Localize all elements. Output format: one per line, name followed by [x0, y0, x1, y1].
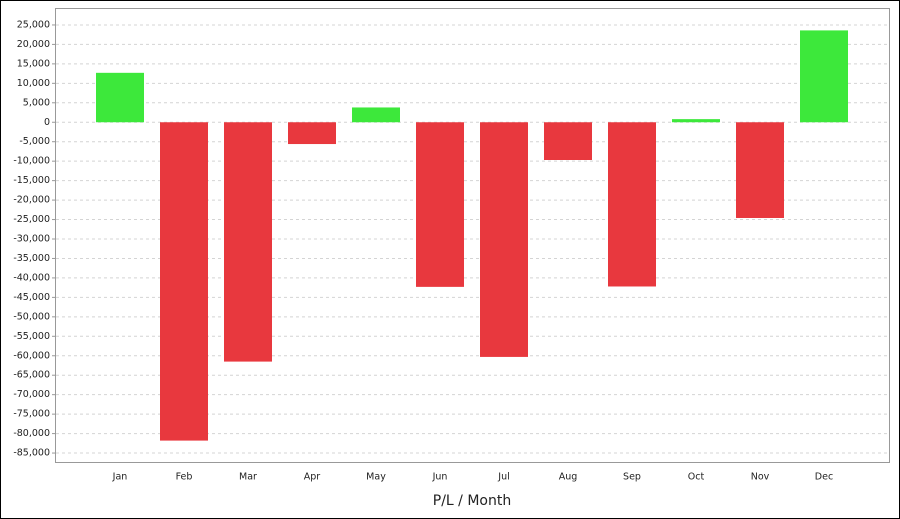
- y-tick-label: -20,000: [13, 195, 50, 206]
- bar: [352, 107, 400, 123]
- y-tick-label: -25,000: [13, 214, 50, 225]
- y-tick-label: -65,000: [13, 370, 50, 381]
- y-tick-label: -5,000: [19, 136, 50, 147]
- y-tick-label: -10,000: [13, 156, 50, 167]
- x-tick-label: Dec: [815, 472, 833, 483]
- y-tick-label: 0: [44, 117, 50, 128]
- y-tick-label: -50,000: [13, 311, 50, 322]
- y-tick-label: 25,000: [17, 19, 50, 30]
- bar: [96, 72, 144, 123]
- x-tick-label: Nov: [751, 472, 770, 483]
- y-tick-label: 15,000: [17, 58, 50, 69]
- bar: [800, 30, 848, 123]
- y-tick-label: -75,000: [13, 409, 50, 420]
- x-tick-label: Jul: [497, 472, 509, 483]
- bar: [480, 122, 528, 357]
- y-tick-label: -30,000: [13, 234, 50, 245]
- x-tick-label: Jun: [432, 472, 448, 483]
- y-tick-label: 10,000: [17, 78, 50, 89]
- y-tick-label: -70,000: [13, 389, 50, 400]
- x-tick-label: Apr: [304, 472, 321, 483]
- bar: [608, 122, 656, 287]
- x-tick-label: Feb: [176, 472, 193, 483]
- x-axis-label: P/L / Month: [433, 493, 511, 509]
- y-tick-label: -35,000: [13, 253, 50, 264]
- x-tick-label: Sep: [623, 472, 641, 483]
- x-tick-label: May: [366, 472, 386, 483]
- y-tick-label: -55,000: [13, 331, 50, 342]
- bar: [288, 122, 336, 145]
- x-tick-label: Aug: [559, 472, 578, 483]
- y-tick-label: -40,000: [13, 272, 50, 283]
- bar: [416, 122, 464, 287]
- y-tick-label: -85,000: [13, 448, 50, 459]
- y-tick-label: -80,000: [13, 428, 50, 439]
- x-tick-label: Jan: [112, 472, 128, 483]
- bar: [224, 122, 272, 362]
- bar: [736, 122, 784, 218]
- y-tick-label: 5,000: [23, 97, 50, 108]
- bar: [544, 122, 592, 160]
- x-tick-label: Oct: [688, 472, 705, 483]
- y-tick-label: -15,000: [13, 175, 50, 186]
- x-tick-label: Mar: [239, 472, 257, 483]
- y-tick-label: -45,000: [13, 292, 50, 303]
- y-tick-label: -60,000: [13, 350, 50, 361]
- bar: [672, 119, 720, 123]
- y-tick-label: 20,000: [17, 39, 50, 50]
- bar: [160, 122, 208, 441]
